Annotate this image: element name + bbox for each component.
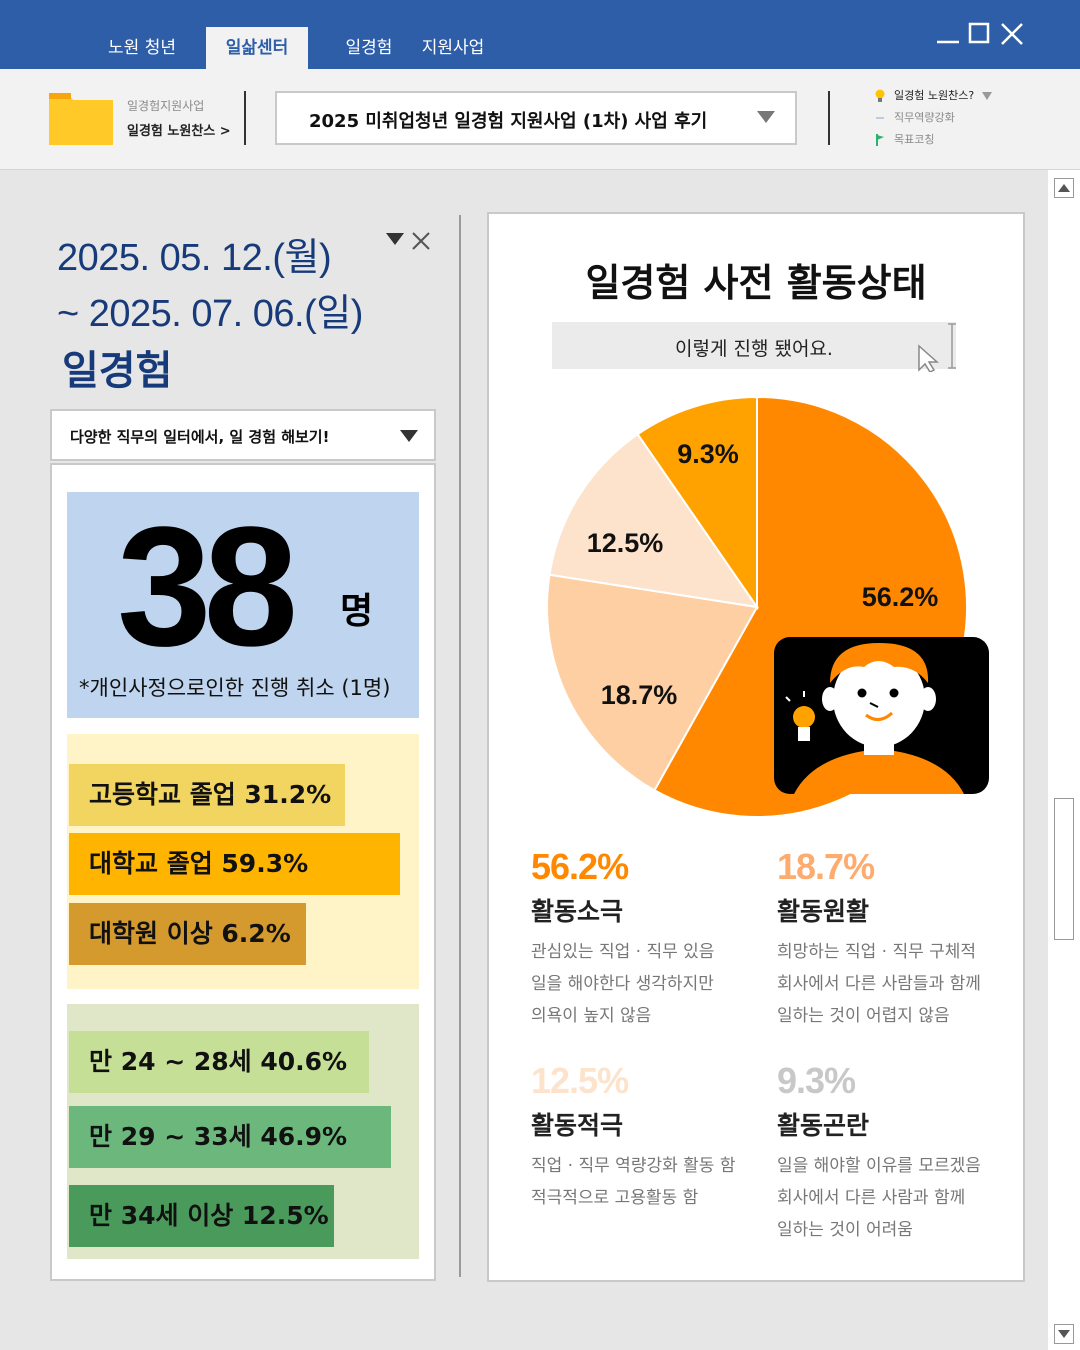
pie-label: 12.5% bbox=[587, 528, 664, 558]
legend-percent: 9.3% bbox=[777, 1060, 856, 1101]
character-illustration bbox=[774, 637, 989, 794]
legend-description: 일을 해야할 이유를 모르겠음 회사에서 다른 사람과 함께 일하는 것이 어려… bbox=[777, 1156, 981, 1240]
pie-label: 56.2% bbox=[862, 582, 939, 612]
minimize-icon[interactable] bbox=[934, 20, 962, 48]
vertical-scrollbar[interactable] bbox=[1048, 170, 1080, 1350]
education-bar-university: 대학교 졸업 59.3% bbox=[69, 833, 400, 895]
toolbar-divider bbox=[828, 91, 830, 145]
folder-icon bbox=[49, 93, 113, 145]
event-name: 일경험 bbox=[62, 348, 173, 394]
toolbar: 일경험지원사업 일경험 노원찬스 > 2025 미취업청년 일경험 지원사업 (… bbox=[0, 69, 1080, 170]
participant-count-unit: 명 bbox=[340, 591, 374, 632]
cursor-icon bbox=[918, 323, 956, 372]
legend-label: 활동소극 bbox=[531, 897, 624, 926]
scroll-thumb[interactable] bbox=[1054, 798, 1074, 940]
chart-title: 일경험 사전 활동상태 bbox=[585, 261, 927, 305]
tab-nowon-youth[interactable]: 노원 청년 bbox=[108, 38, 176, 58]
panel-controls-icons bbox=[386, 232, 430, 250]
breadcrumb-parent[interactable]: 일경험지원사업 bbox=[127, 99, 205, 113]
window-titlebar: 노원 청년 일삶센터 일경험 지원사업 bbox=[0, 0, 1080, 69]
legend-description: 직업 · 직무 역량강화 활동 함 적극적으로 고용활동 함 bbox=[531, 1156, 736, 1208]
participant-count-box: 38 명 *개인사정으로인한 진행 취소 (1명) bbox=[67, 492, 419, 718]
chevron-down-icon bbox=[757, 111, 775, 123]
chevron-down-icon bbox=[400, 430, 418, 442]
pie-slice-활동원활 bbox=[546, 573, 759, 792]
pie-slice-활동적극 bbox=[548, 432, 760, 609]
side-menu-item-nowon-chance[interactable]: 일경험 노원찬스? bbox=[874, 85, 993, 107]
age-bar-24-28: 만 24 ~ 28세 40.6% bbox=[69, 1031, 369, 1093]
toolbar-divider bbox=[244, 91, 246, 145]
flag-icon bbox=[876, 134, 884, 146]
chart-subtitle-box: 이렇게 진행 됐어요. bbox=[552, 322, 956, 369]
legend-percent: 56.2% bbox=[531, 846, 629, 887]
pie-slice-활동곤란 bbox=[636, 395, 758, 611]
legend-item-difficult: 9.3% 활동곤란 일을 해야할 이유를 모르겠음 회사에서 다른 사람과 함께… bbox=[777, 1060, 1017, 1246]
side-menu-item-skills[interactable]: 직무역량강화 bbox=[874, 107, 992, 129]
legend-description: 희망하는 직업 · 직무 구체적 회사에서 다른 사람들과 함께 일하는 것이 … bbox=[777, 942, 981, 1026]
legend-item-smooth: 18.7% 활동원활 희망하는 직업 · 직무 구체적 회사에서 다른 사람들과… bbox=[777, 846, 1017, 1032]
activity-dropdown-value: 다양한 직무의 일터에서, 일 경험 해보기! bbox=[70, 428, 330, 446]
arrow-up-icon bbox=[1058, 184, 1070, 192]
pie-label: 18.7% bbox=[601, 680, 678, 710]
age-bar-29-33: 만 29 ~ 33세 46.9% bbox=[69, 1106, 391, 1168]
tab-ilsam-center[interactable]: 일삶센터 bbox=[206, 27, 308, 69]
tab-support-programs[interactable]: 지원사업 bbox=[421, 38, 485, 58]
lightbulb-icon bbox=[875, 89, 885, 102]
age-breakdown: 만 24 ~ 28세 40.6% 만 29 ~ 33세 46.9% 만 34세 … bbox=[67, 1004, 419, 1259]
age-bar-34-plus: 만 34세 이상 12.5% bbox=[69, 1185, 334, 1247]
participant-count: 38 bbox=[117, 492, 298, 682]
panel-divider bbox=[459, 215, 461, 1277]
review-select-value: 2025 미취업청년 일경험 지원사업 (1차) 사업 후기 bbox=[309, 111, 708, 132]
legend-item-passive: 56.2% 활동소극 관심있는 직업 · 직무 있음 일을 해야한다 생각하지만… bbox=[531, 846, 771, 1032]
activity-dropdown[interactable]: 다양한 직무의 일터에서, 일 경험 해보기! bbox=[50, 409, 436, 461]
side-menu-item-coaching[interactable]: 목표코칭 bbox=[874, 129, 992, 151]
legend-item-active: 12.5% 활동적극 직업 · 직무 역량강화 활동 함 적극적으로 고용활동 … bbox=[531, 1060, 771, 1214]
arrow-down-icon bbox=[1058, 1330, 1070, 1338]
close-icon[interactable] bbox=[998, 20, 1026, 48]
stats-card: 38 명 *개인사정으로인한 진행 취소 (1명) 고등학교 졸업 31.2% … bbox=[50, 463, 436, 1281]
activity-chart-card: 일경험 사전 활동상태 이렇게 진행 됐어요. 56.2% 18.7% 12.5% 9… bbox=[487, 212, 1025, 1282]
caret-down-icon bbox=[386, 233, 404, 245]
date-end: ~ 2025. 07. 06.(일) bbox=[57, 293, 363, 335]
scroll-up-button[interactable] bbox=[1054, 178, 1074, 198]
education-bar-graduate: 대학원 이상 6.2% bbox=[69, 903, 306, 965]
panel-controls bbox=[385, 230, 435, 256]
review-select[interactable]: 2025 미취업청년 일경험 지원사업 (1차) 사업 후기 bbox=[275, 91, 797, 145]
legend-percent: 12.5% bbox=[531, 1060, 629, 1101]
chart-subtitle: 이렇게 진행 됐어요. bbox=[675, 338, 833, 360]
side-menu: 일경험 노원찬스? 직무역량강화 목표코칭 bbox=[874, 85, 993, 151]
legend-label: 활동원활 bbox=[777, 897, 870, 926]
pie-label: 9.3% bbox=[677, 439, 739, 469]
legend-description: 관심있는 직업 · 직무 있음 일을 해야한다 생각하지만 의욕이 높지 않음 bbox=[531, 942, 715, 1026]
legend-label: 활동적극 bbox=[531, 1111, 624, 1140]
date-start: 2025. 05. 12.(월) bbox=[57, 237, 332, 279]
tab-work-experience[interactable]: 일경험 bbox=[345, 38, 393, 58]
breadcrumb-current[interactable]: 일경험 노원찬스 > bbox=[127, 124, 231, 139]
education-bar-highschool: 고등학교 졸업 31.2% bbox=[69, 764, 345, 826]
legend-label: 활동곤란 bbox=[777, 1111, 870, 1140]
dash-icon bbox=[876, 117, 884, 119]
legend-percent: 18.7% bbox=[777, 846, 875, 887]
scroll-down-button[interactable] bbox=[1054, 1324, 1074, 1344]
education-breakdown: 고등학교 졸업 31.2% 대학교 졸업 59.3% 대학원 이상 6.2% bbox=[67, 734, 419, 989]
maximize-icon[interactable] bbox=[966, 20, 994, 48]
caret-down-icon bbox=[982, 92, 993, 100]
cancellation-note: *개인사정으로인한 진행 취소 (1명) bbox=[79, 676, 391, 700]
